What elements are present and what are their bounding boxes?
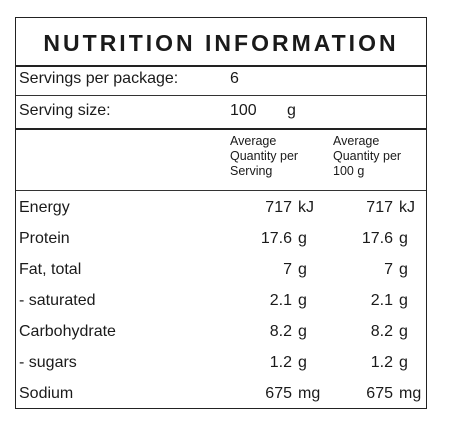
column-header-per-100g-line: Average: [333, 134, 380, 148]
nutrition-panel: NUTRITION INFORMATION Servings per packa…: [15, 17, 427, 409]
per100-unit: g: [399, 292, 408, 309]
per100-value: 675: [366, 385, 393, 402]
per100-unit: kJ: [399, 199, 415, 216]
serving-size-value: 100: [230, 102, 257, 119]
nutrient-name: - sugars: [19, 354, 77, 371]
serving-unit: g: [298, 292, 307, 309]
nutrient-name: - saturated: [19, 292, 96, 309]
serving-value: 17.6: [260, 230, 292, 247]
serving-size-unit: g: [287, 102, 296, 119]
per100-unit: g: [399, 323, 408, 340]
nutrient-name: Carbohydrate: [19, 323, 116, 340]
column-header-per-serving-line: Quantity per: [230, 149, 299, 163]
serving-value: 2.1: [269, 292, 292, 309]
per100-value: 7: [384, 261, 393, 278]
per100-unit: g: [399, 261, 408, 278]
serving-unit: g: [298, 323, 307, 340]
per100-value: 717: [366, 199, 393, 216]
servings-value: 6: [230, 70, 239, 87]
panel-title: NUTRITION INFORMATION: [43, 30, 399, 56]
servings-label: Servings per package:: [19, 70, 179, 87]
column-header-per-100g: Average Quantity per 100 g: [333, 134, 401, 179]
nutrient-name: Energy: [19, 199, 70, 216]
nutrient-name: Sodium: [19, 385, 74, 402]
column-header-per-serving-line: Average: [230, 134, 277, 148]
title-divider: [16, 65, 426, 67]
per100-unit: g: [399, 230, 408, 247]
column-header-per-100g-line: 100 g: [333, 164, 365, 178]
serving-size-divider: [16, 128, 426, 130]
serving-unit: g: [298, 261, 307, 278]
per100-value: 17.6: [361, 230, 393, 247]
serving-value: 1.2: [269, 354, 292, 371]
serving-value: 7: [283, 261, 292, 278]
column-header-per-serving-line: Serving: [230, 164, 273, 178]
per100-value: 1.2: [370, 354, 393, 371]
per100-value: 8.2: [370, 323, 393, 340]
column-header-per-100g-line: Quantity per: [333, 149, 402, 163]
column-header-per-serving: Average Quantity per Serving: [230, 134, 298, 179]
serving-unit: g: [298, 354, 307, 371]
nutrient-name: Fat, total: [19, 261, 82, 278]
serving-unit: g: [298, 230, 307, 247]
serving-unit: kJ: [298, 199, 314, 216]
serving-value: 8.2: [269, 323, 292, 340]
serving-unit: mg: [298, 385, 321, 402]
nutrient-name: Protein: [19, 230, 70, 247]
serving-value: 675: [265, 385, 292, 402]
header-divider: [16, 190, 426, 191]
serving-value: 717: [265, 199, 292, 216]
per100-unit: g: [399, 354, 408, 371]
per100-unit: mg: [399, 385, 422, 402]
servings-divider: [16, 95, 426, 96]
serving-size-label: Serving size:: [19, 102, 111, 119]
per100-value: 2.1: [370, 292, 393, 309]
